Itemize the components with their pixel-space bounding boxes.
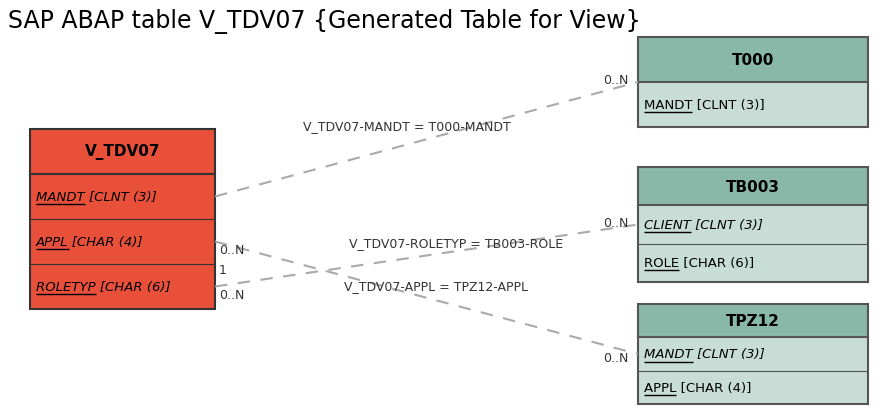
Text: TPZ12: TPZ12 (726, 313, 779, 328)
Text: TB003: TB003 (725, 179, 779, 194)
Bar (637, 206, 867, 244)
Text: V_TDV07-APPL = TPZ12-APPL: V_TDV07-APPL = TPZ12-APPL (344, 279, 528, 292)
Text: 1: 1 (219, 264, 227, 277)
Bar (637, 304, 867, 337)
Bar (30, 130, 214, 309)
Bar (637, 244, 867, 282)
Text: SAP ABAP table V_TDV07 {Generated Table for View}: SAP ABAP table V_TDV07 {Generated Table … (8, 9, 640, 34)
Text: MANDT [CLNT (3)]: MANDT [CLNT (3)] (36, 191, 157, 204)
Text: APPL [CHAR (4)]: APPL [CHAR (4)] (643, 381, 750, 394)
Bar (637, 38, 867, 83)
Text: 0..N: 0..N (602, 216, 627, 229)
Text: 0..N: 0..N (219, 289, 245, 302)
Text: V_TDV07-MANDT = T000-MANDT: V_TDV07-MANDT = T000-MANDT (302, 120, 509, 133)
Bar (30, 264, 214, 309)
Text: ROLE [CHAR (6)]: ROLE [CHAR (6)] (643, 257, 753, 270)
Bar (637, 83, 867, 128)
Bar (637, 337, 867, 371)
Bar (637, 168, 867, 206)
Text: APPL [CHAR (4)]: APPL [CHAR (4)] (36, 236, 144, 248)
Bar (30, 220, 214, 264)
Text: MANDT [CLNT (3)]: MANDT [CLNT (3)] (643, 348, 764, 361)
Text: 0..N: 0..N (219, 244, 245, 257)
Bar (30, 130, 214, 175)
Text: V_TDV07: V_TDV07 (85, 144, 160, 160)
Text: V_TDV07-ROLETYP = TB003-ROLE: V_TDV07-ROLETYP = TB003-ROLE (349, 237, 563, 250)
Bar (637, 304, 867, 404)
Bar (30, 175, 214, 220)
Text: 0..N: 0..N (602, 352, 627, 364)
Text: ROLETYP [CHAR (6)]: ROLETYP [CHAR (6)] (36, 280, 170, 293)
Bar (637, 168, 867, 282)
Text: MANDT [CLNT (3)]: MANDT [CLNT (3)] (643, 99, 764, 112)
Text: T000: T000 (731, 53, 773, 68)
Text: CLIENT [CLNT (3)]: CLIENT [CLNT (3)] (643, 218, 762, 231)
Bar (637, 371, 867, 404)
Text: 0..N: 0..N (602, 74, 627, 87)
Bar (637, 38, 867, 128)
